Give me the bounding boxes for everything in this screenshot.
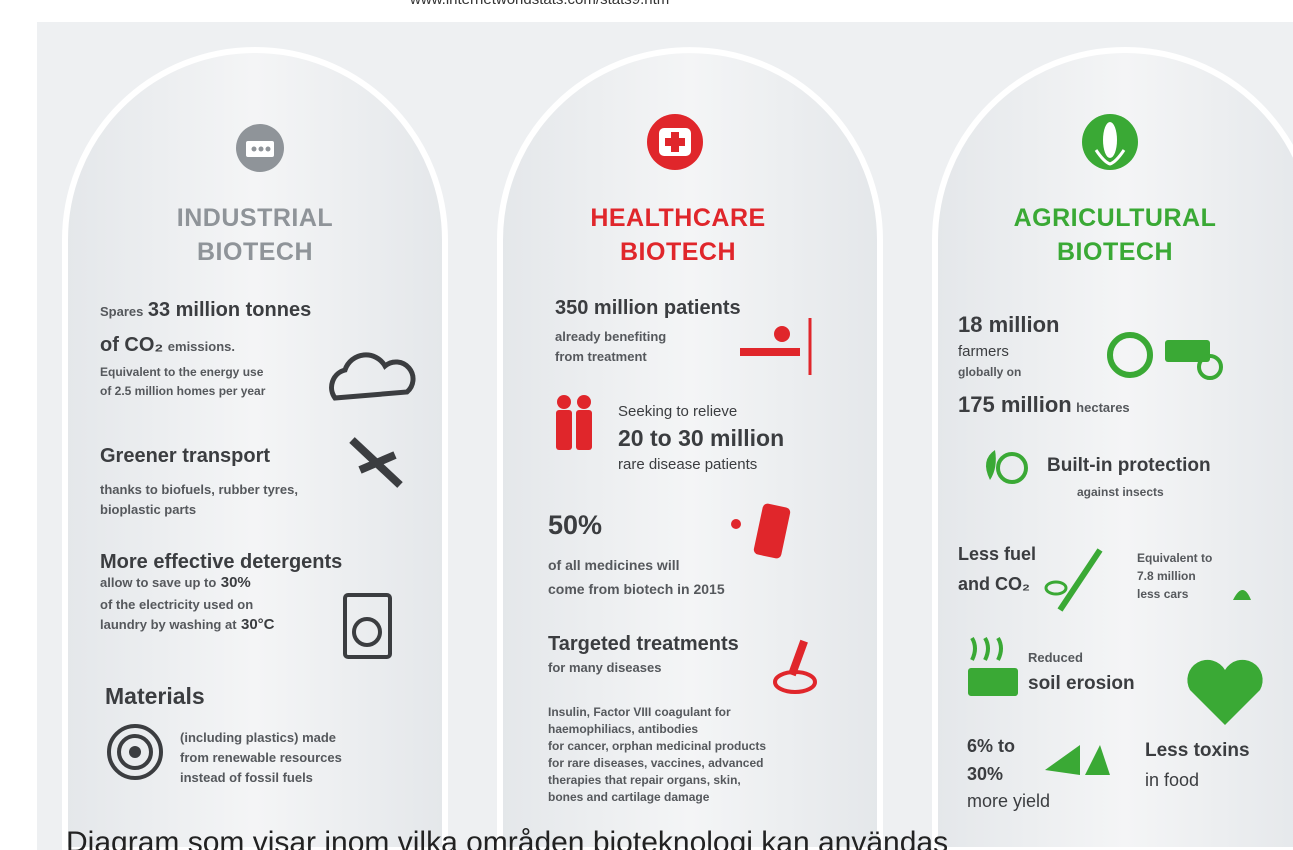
text: allow to save up to bbox=[100, 575, 216, 590]
title-line: AGRICULTURAL bbox=[1014, 204, 1217, 232]
body: www.internetworldstats.com/stats9.htm IN… bbox=[0, 0, 1293, 850]
text-line: of the electricity used on bbox=[100, 598, 253, 611]
caption: Diagram som visar inom vilka områden bio… bbox=[66, 826, 948, 850]
text: 175 million bbox=[958, 392, 1072, 417]
factory-icon bbox=[236, 124, 284, 172]
text-line: instead of fossil fuels bbox=[180, 771, 313, 784]
text: hectares bbox=[1076, 400, 1129, 415]
text-line: 20 to 30 million bbox=[618, 427, 784, 450]
title-line: HEALTHCARE bbox=[590, 204, 765, 232]
text-line: from treatment bbox=[555, 350, 647, 363]
text-line: less cars bbox=[1137, 588, 1188, 600]
text-line: 18 million bbox=[958, 314, 1059, 336]
text-line: of CO₂ emissions. bbox=[100, 335, 235, 355]
text: 30°C bbox=[241, 616, 275, 633]
text-line: for cancer, orphan medicinal products bbox=[548, 740, 766, 752]
text-line: soil erosion bbox=[1028, 674, 1135, 693]
text-line: Equivalent to the energy use bbox=[100, 366, 263, 378]
text-line: thanks to biofuels, rubber tyres, bbox=[100, 483, 298, 496]
text-line: and CO₂ bbox=[958, 575, 1030, 593]
text-line: (including plastics) made bbox=[180, 731, 336, 744]
health-icon bbox=[647, 114, 703, 170]
text-line: Less toxins bbox=[1145, 741, 1250, 760]
text-line: Greener transport bbox=[100, 446, 270, 466]
text-line: rare disease patients bbox=[618, 457, 757, 472]
text: of CO₂ bbox=[100, 334, 163, 356]
text-line: already benefiting bbox=[555, 330, 666, 343]
text-line: for rare diseases, vaccines, advanced bbox=[548, 757, 763, 769]
text-line: 6% to bbox=[967, 737, 1015, 755]
text-line: Spares 33 million tonnes bbox=[100, 300, 311, 320]
text-line: farmers bbox=[958, 344, 1009, 359]
text-line: Seeking to relieve bbox=[618, 404, 737, 419]
text-line: from renewable resources bbox=[180, 751, 342, 764]
text-line: of all medicines will bbox=[548, 558, 679, 572]
text-line: globally on bbox=[958, 366, 1021, 378]
text-line: Less fuel bbox=[958, 545, 1036, 563]
text-line: laundry by washing at 30°C bbox=[100, 617, 275, 633]
text-line: 50% bbox=[548, 512, 602, 539]
column-title: INDUSTRIAL BIOTECH bbox=[65, 201, 445, 269]
title-line: BIOTECH bbox=[197, 238, 313, 266]
text-line: Reduced bbox=[1028, 651, 1083, 664]
title-line: INDUSTRIAL bbox=[177, 204, 333, 232]
text-line: against insects bbox=[1077, 486, 1164, 498]
column-title: HEALTHCARE BIOTECH bbox=[488, 201, 868, 269]
title-line: BIOTECH bbox=[620, 238, 736, 266]
text-line: therapies that repair organs, skin, bbox=[548, 774, 741, 786]
column-title: AGRICULTURAL BIOTECH bbox=[925, 201, 1293, 269]
source-url: www.internetworldstats.com/stats9.htm bbox=[410, 0, 669, 8]
infographic: www.internetworldstats.com/stats9.htm IN… bbox=[0, 0, 1293, 850]
title-line: BIOTECH bbox=[1057, 238, 1173, 266]
text-line: of 2.5 million homes per year bbox=[100, 385, 265, 397]
text-line: haemophiliacs, antibodies bbox=[548, 723, 698, 735]
text-line: come from biotech in 2015 bbox=[548, 582, 725, 596]
text-line: Targeted treatments bbox=[548, 634, 739, 654]
text-line: 350 million patients bbox=[555, 298, 741, 318]
text-line: Materials bbox=[105, 685, 205, 708]
text-line: bones and cartilage damage bbox=[548, 791, 709, 803]
text-line: for many diseases bbox=[548, 661, 661, 674]
text-line: allow to save up to 30% bbox=[100, 575, 251, 591]
text-line: More effective detergents bbox=[100, 552, 342, 572]
text-line: 7.8 million bbox=[1137, 570, 1196, 582]
text-line: 30% bbox=[967, 765, 1003, 783]
text-line: more yield bbox=[967, 792, 1050, 810]
text: emissions. bbox=[168, 339, 235, 354]
text-line: Insulin, Factor VIII coagulant for bbox=[548, 706, 731, 718]
text: 30% bbox=[221, 574, 251, 591]
text: Spares bbox=[100, 304, 143, 319]
corn-icon bbox=[1082, 114, 1138, 170]
text-line: Built-in protection bbox=[1047, 456, 1211, 475]
text: laundry by washing at bbox=[100, 617, 237, 632]
text-line: in food bbox=[1145, 771, 1199, 789]
text-line: 175 million hectares bbox=[958, 394, 1130, 416]
page: Biotech infographic {"source_url":"www.i… bbox=[0, 0, 1293, 850]
text: 33 million tonnes bbox=[148, 299, 311, 321]
arch bbox=[935, 50, 1293, 850]
text-line: Equivalent to bbox=[1137, 552, 1212, 564]
text-line: bioplastic parts bbox=[100, 503, 196, 516]
